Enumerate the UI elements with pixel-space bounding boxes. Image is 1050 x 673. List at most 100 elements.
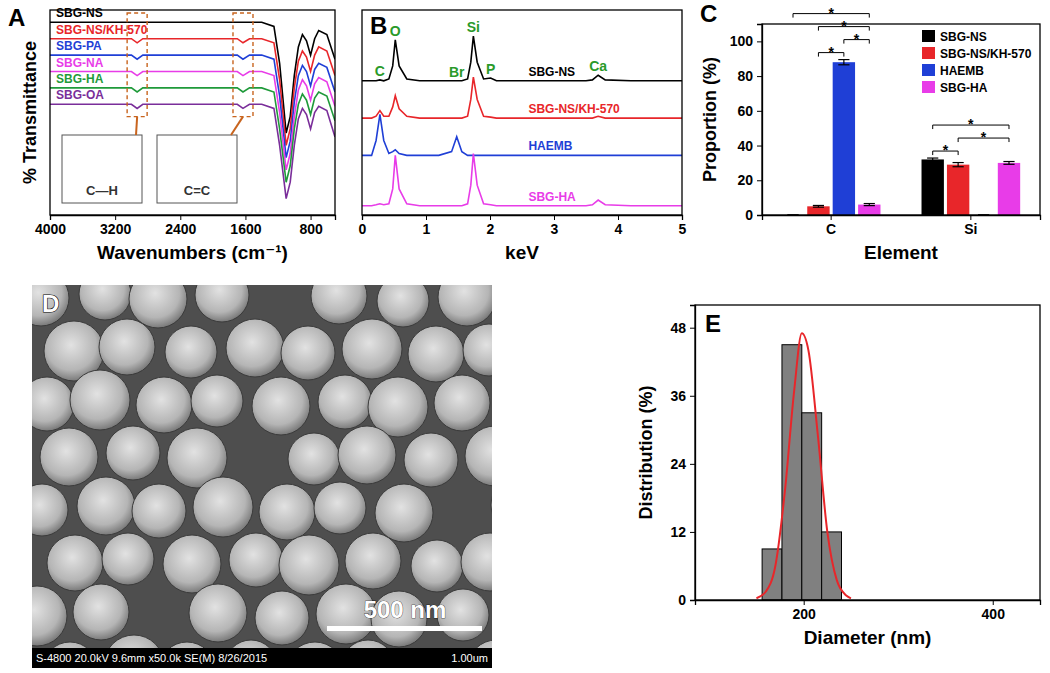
- legend-label: SBG-HA: [940, 81, 988, 95]
- tick-label: 60: [737, 103, 753, 119]
- particle: [47, 535, 103, 591]
- tick-mark: [618, 215, 619, 220]
- particle: [40, 428, 98, 486]
- particle: [43, 642, 97, 648]
- bar: [947, 165, 969, 215]
- tick-label: 800: [299, 221, 323, 237]
- particle: [338, 426, 396, 484]
- tick-label: 2: [487, 221, 495, 237]
- x-axis-title: Wavenumbers (cm⁻¹): [97, 242, 288, 263]
- inset-box: [157, 135, 237, 203]
- particle: [279, 535, 339, 595]
- particle: [341, 640, 395, 648]
- particle: [252, 377, 310, 435]
- tick-label: C: [826, 221, 836, 237]
- peak-label: Br: [449, 64, 465, 80]
- particle: [465, 426, 492, 486]
- tick: 0: [359, 215, 367, 237]
- legend-label: HAEMB: [940, 64, 984, 78]
- particle: [191, 375, 243, 427]
- significance-mark: *: [841, 18, 847, 34]
- error-bar-cap: [1003, 161, 1014, 162]
- particle: [259, 484, 315, 540]
- series-label: SBG-HA: [56, 72, 104, 86]
- significance-mark: *: [981, 129, 987, 145]
- series-label: SBG-NS/KH-570: [56, 23, 148, 37]
- tick-label: 4: [615, 221, 623, 237]
- particle: [408, 326, 464, 382]
- panel: CSi020406080100CElementProportion (%)***…: [700, 0, 1041, 263]
- tick-mark: [757, 146, 762, 147]
- tick: 100: [730, 33, 762, 49]
- image-footer: [32, 648, 492, 668]
- particle: [311, 285, 367, 324]
- plot-marks: [787, 60, 1020, 215]
- tick: 0: [745, 207, 762, 223]
- inset-connector: [231, 117, 243, 135]
- particle: [468, 640, 492, 648]
- inset-label: C—H: [86, 183, 118, 198]
- panel-label: C: [700, 0, 717, 27]
- significance-mark: *: [943, 142, 949, 158]
- series-line: [362, 114, 682, 155]
- particle: [77, 477, 135, 535]
- tick-label: 1600: [230, 221, 261, 237]
- series-label: SBG-NS: [56, 6, 103, 20]
- tick: 4000: [35, 215, 66, 237]
- tick-mark: [690, 464, 695, 465]
- tick-label: 40: [737, 138, 753, 154]
- particle: [229, 533, 283, 587]
- peak-label: C: [375, 63, 385, 79]
- sem-image: [32, 285, 492, 648]
- peak-label: O: [390, 23, 401, 39]
- particle: [286, 642, 344, 648]
- tick: 48: [670, 320, 695, 336]
- series-label: HAEMB: [528, 139, 572, 153]
- panel: 012345BkeVSBG-NSSBG-NS/KH-570HAEMBSBG-HA…: [359, 10, 687, 263]
- particle: [342, 319, 402, 379]
- legend-swatch: [922, 64, 935, 76]
- legend-swatch: [922, 81, 935, 93]
- error-bar: [813, 205, 824, 207]
- significance-mark: *: [968, 116, 974, 132]
- panel: 200400012243648EDiameter (nm)Distributio…: [636, 305, 1041, 648]
- tick-label: 200: [793, 606, 817, 622]
- error-bar-stem: [843, 60, 844, 65]
- x-axis: 4000 3200 2400 1600 800: [35, 215, 336, 237]
- particle: [32, 586, 67, 646]
- tick-mark: [993, 600, 994, 605]
- inset-label: C=C: [184, 183, 211, 198]
- significance-mark: *: [828, 44, 834, 60]
- tick-mark: [311, 215, 312, 220]
- bar: [922, 159, 944, 215]
- particle: [377, 285, 429, 327]
- particle: [193, 477, 253, 537]
- particle: [225, 640, 277, 648]
- particle: [226, 319, 284, 377]
- error-bar-cap: [864, 203, 875, 204]
- tick: 60: [737, 103, 762, 119]
- particle: [73, 584, 129, 640]
- tick: 24: [670, 456, 695, 472]
- zoom-region: [233, 13, 253, 117]
- tick-mark: [490, 215, 491, 220]
- x-axis-title: keV: [505, 242, 539, 263]
- tick-label: 2400: [165, 221, 196, 237]
- particle: [255, 591, 309, 645]
- tick: 12: [670, 524, 695, 540]
- tick-label: 100: [730, 33, 754, 49]
- scale-bar-label: 500 nm: [364, 596, 447, 623]
- tick-label: 0: [678, 592, 686, 608]
- y-axis-title: Distribution (%): [636, 386, 656, 520]
- axis-line: [51, 216, 336, 221]
- tick-label: 3200: [100, 221, 131, 237]
- x-axis: CSi: [763, 215, 1041, 237]
- tick-mark: [682, 215, 683, 220]
- plot-marks: [362, 36, 682, 206]
- inset-box: [62, 135, 142, 203]
- tick-label: 20: [737, 172, 753, 188]
- particle: [32, 484, 68, 536]
- histogram-bar: [822, 532, 842, 600]
- tick-mark: [690, 532, 695, 533]
- tick: 400: [982, 600, 1006, 622]
